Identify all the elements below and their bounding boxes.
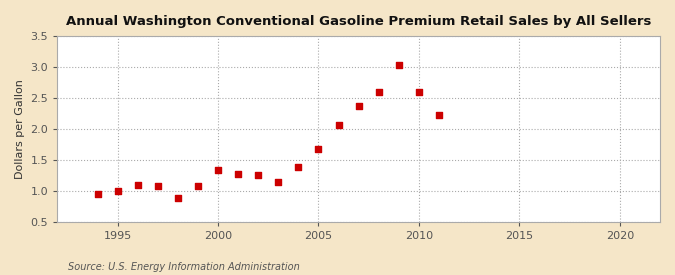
Point [92, 192, 103, 197]
Point [153, 184, 163, 188]
Point [414, 90, 425, 94]
Title: Annual Washington Conventional Gasoline Premium Retail Sales by All Sellers: Annual Washington Conventional Gasoline … [66, 15, 651, 28]
Point [333, 123, 344, 127]
Point [313, 147, 324, 152]
Point [373, 90, 384, 94]
Point [394, 63, 404, 67]
Point [273, 180, 284, 184]
Point [353, 104, 364, 108]
Point [112, 189, 123, 193]
Point [173, 196, 184, 200]
Point [293, 165, 304, 169]
Text: Source: U.S. Energy Information Administration: Source: U.S. Energy Information Administ… [68, 262, 299, 272]
Point [253, 173, 264, 178]
Point [433, 113, 444, 117]
Point [192, 184, 203, 188]
Y-axis label: Dollars per Gallon: Dollars per Gallon [15, 79, 25, 179]
Point [132, 182, 143, 187]
Point [213, 168, 223, 173]
Point [233, 172, 244, 176]
